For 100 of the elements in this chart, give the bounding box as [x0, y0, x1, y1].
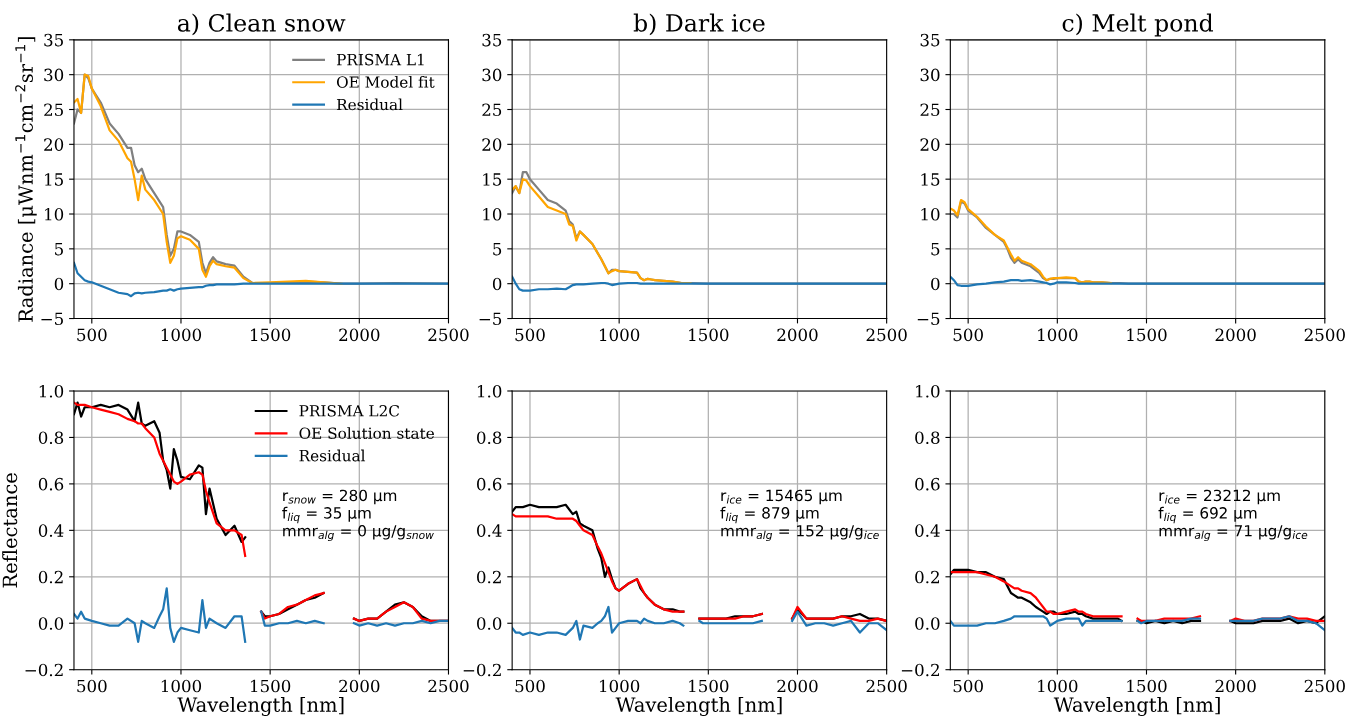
y-tick-label: 10: [45, 207, 64, 221]
legend-label: OE Solution state: [299, 427, 434, 439]
y-tick-label: −5: [917, 312, 940, 326]
annotation: r$_{ice}$ = 15465 μm: [721, 489, 842, 505]
x-tick-label: 1500: [1127, 679, 1167, 693]
y-tick-label: 0.4: [477, 524, 502, 537]
annotation: f$_{liq}$ = 879 μm: [720, 506, 819, 524]
y-tick-label: 5: [55, 243, 63, 256]
y-tick-label: 20: [44, 138, 64, 151]
chart-title: a) Clean snow: [177, 13, 346, 36]
y-tick-label: 20: [920, 138, 940, 151]
y-tick-label: 25: [920, 103, 940, 117]
y-tick-label: 0.2: [38, 570, 63, 584]
x-tick-label: 500: [77, 328, 107, 342]
chart-title: b) Dark ice: [633, 13, 765, 36]
x-axis-title: Wavelength [nm]: [615, 696, 782, 717]
y-tick-label: 0.2: [477, 570, 501, 584]
y-tick-label: 20: [482, 138, 502, 151]
y-tick-label: 35: [44, 33, 63, 47]
x-tick-label: 2000: [777, 328, 818, 342]
x-tick-label: 1000: [161, 328, 202, 342]
annotation: r$_{snow}$ = 280 μm: [283, 489, 397, 505]
x-tick-label: 1000: [1038, 679, 1078, 693]
x-axis-title: Wavelength [nm]: [177, 696, 344, 717]
y-tick-label: 0: [492, 277, 502, 291]
y-axis-title: Reflectance: [2, 473, 18, 588]
annotation: f$_{liq}$ = 692 μm: [1158, 506, 1257, 524]
x-tick-label: 1000: [1038, 328, 1078, 342]
x-tick-label: 1000: [161, 679, 202, 693]
y-tick-label: 30: [482, 68, 502, 82]
y-tick-label: 35: [482, 33, 502, 47]
x-tick-label: 2500: [428, 328, 469, 342]
y-tick-label: 30: [920, 68, 940, 82]
annotation: mmr$_{alg}$ = 71 μg/g$_{ice}$: [1159, 525, 1308, 542]
legend-label: PRISMA L2C: [299, 405, 400, 417]
x-tick-label: 2000: [777, 679, 818, 693]
x-tick-label: 2500: [1304, 328, 1345, 342]
y-tick-label: 0.0: [38, 617, 64, 630]
x-tick-label: 500: [77, 679, 107, 693]
y-tick-label: 0: [54, 277, 64, 291]
x-tick-label: 1500: [1127, 328, 1167, 342]
y-axis-title: Radiance [μWnm$^{−1}$cm$^{−2}$sr$^{−1}$]: [15, 37, 37, 322]
y-tick-label: 10: [921, 207, 940, 221]
x-tick-label: 1500: [250, 679, 291, 693]
legend-label: PRISMA L1: [336, 53, 424, 66]
y-tick-label: 0.0: [477, 617, 502, 630]
x-tick-label: 500: [953, 679, 983, 693]
legend-label: Residual: [336, 98, 403, 111]
x-tick-label: 2500: [866, 679, 907, 693]
x-tick-label: 500: [515, 328, 545, 342]
x-tick-label: 2000: [1215, 328, 1256, 342]
y-tick-label: 1.0: [39, 384, 64, 398]
annotation: mmr$_{alg}$ = 152 μg/g$_{ice}$: [721, 525, 879, 542]
annotation: mmr$_{alg}$ = 0 μg/g$_{snow}$: [283, 525, 434, 542]
y-tick-label: 5: [931, 243, 940, 256]
y-tick-label: 0.8: [477, 431, 502, 445]
x-tick-label: 2000: [339, 328, 380, 342]
annotation: r$_{ice}$ = 23212 μm: [1159, 489, 1280, 505]
y-tick-label: 0.6: [38, 477, 64, 491]
y-tick-label: 1.0: [477, 384, 502, 398]
x-tick-label: 2500: [866, 328, 907, 342]
y-tick-label: 30: [44, 68, 64, 82]
y-tick-label: 0.8: [38, 431, 64, 445]
x-tick-label: 1500: [250, 328, 291, 342]
x-tick-label: 1500: [689, 679, 729, 693]
y-tick-label: 10: [483, 207, 502, 221]
y-tick-label: −5: [479, 312, 502, 326]
x-tick-label: 2000: [1215, 679, 1256, 693]
x-tick-label: 2000: [339, 679, 380, 693]
y-tick-label: 0.6: [477, 477, 502, 491]
x-tick-label: 500: [953, 328, 983, 342]
y-tick-label: −0.2: [463, 663, 501, 677]
x-tick-label: 1000: [599, 328, 640, 342]
annotation: f$_{liq}$ = 35 μm: [282, 506, 371, 524]
y-tick-label: 0.4: [38, 524, 64, 537]
legend-label: OE Model fit: [336, 75, 435, 88]
y-tick-label: −0.2: [25, 663, 63, 677]
y-tick-label: 0.4: [915, 524, 940, 537]
y-tick-label: 15: [921, 173, 940, 186]
x-tick-label: 2500: [1304, 679, 1345, 693]
y-tick-label: 15: [483, 173, 502, 186]
y-tick-label: 25: [44, 103, 63, 117]
y-tick-label: 0.8: [915, 431, 940, 445]
x-tick-label: 1500: [689, 328, 729, 342]
y-tick-label: 35: [920, 33, 940, 47]
x-axis-title: Wavelength [nm]: [1053, 696, 1220, 717]
chart-title: c) Melt pond: [1062, 13, 1214, 37]
y-tick-label: 1.0: [916, 384, 940, 398]
x-tick-label: 2500: [428, 679, 469, 693]
y-tick-label: −5: [41, 312, 63, 326]
y-tick-label: 5: [493, 243, 502, 256]
x-tick-label: 500: [515, 679, 545, 693]
x-tick-label: 1000: [599, 679, 640, 693]
legend-label: Residual: [299, 449, 366, 462]
y-tick-label: 0.0: [915, 617, 940, 630]
y-tick-label: −0.2: [901, 663, 939, 677]
y-tick-label: 25: [482, 103, 502, 117]
y-tick-label: 0.2: [915, 570, 939, 584]
y-tick-label: 0.6: [915, 477, 940, 491]
y-tick-label: 0: [931, 277, 940, 291]
